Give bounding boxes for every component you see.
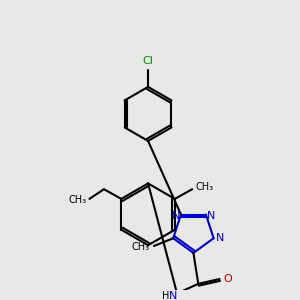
Text: CH₃: CH₃ bbox=[68, 195, 87, 205]
Text: N: N bbox=[172, 212, 180, 221]
Text: CH₃: CH₃ bbox=[195, 182, 213, 192]
Text: Cl: Cl bbox=[142, 56, 154, 66]
Text: H: H bbox=[162, 291, 169, 300]
Text: N: N bbox=[216, 233, 225, 243]
Text: N: N bbox=[169, 291, 177, 300]
Text: N: N bbox=[207, 212, 215, 221]
Text: O: O bbox=[224, 274, 232, 284]
Text: CH₃: CH₃ bbox=[132, 242, 150, 252]
